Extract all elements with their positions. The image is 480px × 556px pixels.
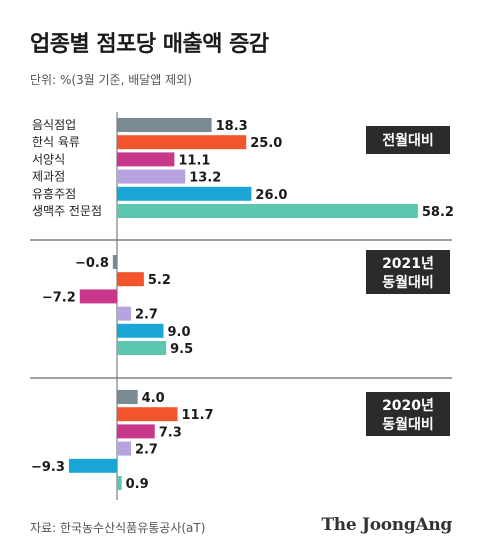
- bar: [117, 476, 122, 490]
- bar: [68, 458, 117, 473]
- bar: [117, 390, 138, 404]
- panel-label-badge: [366, 250, 450, 294]
- data-label: 13.2: [189, 171, 221, 186]
- category-label: 제과점: [32, 170, 65, 184]
- panel-label-badge: [366, 392, 450, 436]
- data-label: 2.7: [135, 308, 158, 323]
- data-label: 26.0: [255, 188, 287, 203]
- data-label: −7.2: [42, 290, 76, 305]
- category-label: 한식 육류: [32, 135, 80, 149]
- data-label: 2.7: [135, 443, 158, 458]
- bar: [117, 407, 178, 422]
- bar: [117, 272, 144, 287]
- bar: [117, 186, 252, 201]
- panel-label-badge: [366, 126, 450, 154]
- source-note: 자료: 한국농수산식품유통공사(aT): [30, 521, 206, 535]
- publisher-logo: The JoongAng: [321, 515, 452, 535]
- data-label: 7.3: [159, 425, 182, 440]
- data-label: 9.5: [170, 342, 193, 357]
- category-label: 유흥주점: [32, 187, 76, 201]
- data-label: 4.0: [142, 391, 165, 406]
- bar: [117, 441, 131, 456]
- bar: [117, 424, 155, 439]
- data-label: −0.8: [75, 256, 109, 271]
- panel-label-text: 2021년: [382, 256, 434, 272]
- data-label: −9.3: [31, 460, 65, 475]
- data-label: 25.0: [250, 136, 282, 151]
- bar: [117, 341, 167, 355]
- unit-note: 단위: %(3월 기준, 배달앱 제외): [30, 73, 192, 87]
- panel-label-text: 동월대비: [382, 416, 434, 433]
- bar: [117, 152, 175, 167]
- category-label: 서양식: [32, 152, 65, 166]
- bar: [117, 135, 247, 150]
- data-label: 18.3: [216, 119, 248, 134]
- bar: [117, 204, 418, 218]
- bar: [112, 255, 117, 269]
- data-label: 9.0: [168, 325, 191, 340]
- category-label: 음식점업: [32, 118, 76, 132]
- panel-label-text: 동월대비: [382, 274, 434, 291]
- bar: [117, 306, 131, 321]
- data-label: 58.2: [422, 205, 454, 220]
- data-label: 11.1: [178, 153, 210, 168]
- data-label: 11.7: [181, 408, 213, 423]
- bar: [79, 289, 117, 304]
- panel-label-text: 2020년: [382, 398, 434, 414]
- bar: [117, 169, 186, 184]
- category-label: 생맥주 전문점: [32, 204, 102, 218]
- bar: [117, 323, 164, 338]
- data-label: 0.9: [126, 477, 149, 492]
- bar: [117, 118, 212, 132]
- data-label: 5.2: [148, 273, 171, 288]
- chart-title: 업종별 점포당 매출액 증감: [30, 32, 269, 57]
- panel-label-text: 전월대비: [382, 132, 434, 149]
